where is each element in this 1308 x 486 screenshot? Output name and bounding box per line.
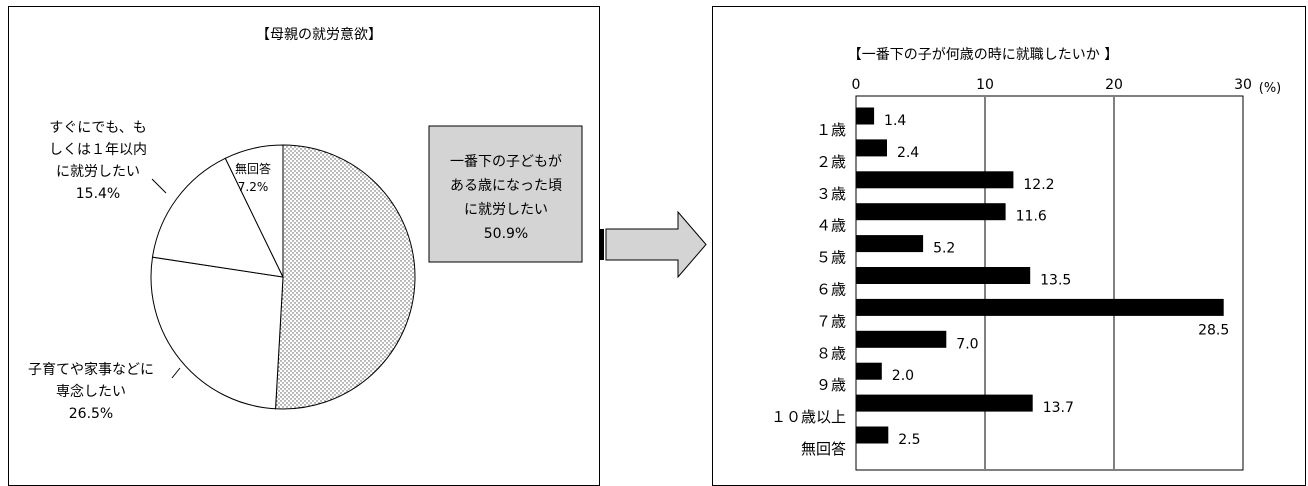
y-category-label: ４歳 — [816, 217, 846, 235]
pie-label-text: に就労したい — [56, 164, 140, 180]
callout-box — [428, 125, 583, 263]
bar — [856, 139, 887, 157]
pie-slice — [275, 144, 416, 410]
y-category-label: ３歳 — [816, 185, 846, 203]
bar-value-label: 5.2 — [933, 241, 955, 257]
arrow-icon — [600, 210, 707, 279]
y-category-label: ２歳 — [816, 153, 846, 171]
pie-label-text: ある歳になった頃 — [450, 178, 562, 194]
bar — [856, 330, 947, 348]
y-category-label: １歳 — [816, 121, 846, 139]
pie-chart-title: 【母親の就労意欲】 — [256, 27, 382, 43]
leader-line — [171, 367, 181, 379]
bar-value-label: 2.0 — [892, 368, 914, 384]
bar-value-label: 7.0 — [956, 336, 978, 352]
pie-labels: 一番下の子どもがある歳になった頃に就労したい50.9%子育てや家事などに専念した… — [28, 120, 583, 422]
leader-line — [151, 178, 167, 194]
y-category-label: ９歳 — [816, 376, 846, 394]
bar-value-label: 13.5 — [1040, 273, 1071, 289]
y-category-label: ６歳 — [816, 281, 846, 299]
bar — [856, 267, 1031, 284]
pie-label-text: に就労したい — [464, 202, 548, 218]
bar — [856, 203, 1006, 221]
bar-value-label: 11.6 — [1016, 209, 1047, 225]
bar-value-label: 2.5 — [898, 432, 920, 448]
bar — [856, 107, 875, 125]
bar-value-label: 13.7 — [1043, 400, 1074, 416]
unit-label: (%) — [1259, 81, 1282, 96]
bar — [856, 171, 1014, 189]
y-category-label: ５歳 — [816, 249, 846, 267]
pie-label-text: 子育てや家事などに — [28, 361, 154, 378]
bar — [856, 298, 1224, 316]
bar-chart-title: 【一番下の子が何歳の時に就職したいか 】 — [847, 47, 1119, 63]
bar — [856, 362, 882, 380]
bar-value-label: 12.2 — [1023, 177, 1054, 193]
pie-slice — [150, 256, 284, 410]
y-category-label: ８歳 — [816, 344, 846, 362]
pie-label-text: 専念したい — [56, 383, 126, 400]
pie-label-text: 15.4% — [76, 186, 120, 202]
bar-value-label: 28.5 — [1198, 322, 1229, 338]
x-tick-label: 30 — [1234, 77, 1252, 93]
y-category-label: 無回答 — [801, 440, 846, 458]
bar-value-label: 2.4 — [897, 145, 919, 161]
bar-value-label: 1.4 — [884, 113, 906, 129]
pie-slice — [151, 157, 284, 278]
bar — [856, 235, 924, 253]
x-tick-label: 10 — [976, 77, 994, 93]
pie-chart — [150, 144, 416, 410]
x-tick-label: 20 — [1105, 77, 1123, 93]
x-tick-label: 0 — [852, 77, 861, 93]
pie-label-text: 無回答 — [235, 161, 271, 176]
bar — [856, 426, 889, 444]
pie-label-text: 50.9% — [484, 226, 528, 242]
bar — [856, 394, 1033, 412]
pie-label-text: 26.5% — [69, 406, 113, 422]
y-category-label: ７歳 — [816, 312, 846, 330]
pie-slice — [224, 144, 284, 278]
pie-label-text: すぐにでも、も — [49, 120, 147, 136]
y-category-label: １０歳以上 — [771, 408, 846, 426]
pie-label-text: しくは１年以内 — [49, 142, 147, 158]
pie-label-text: 7.2% — [238, 180, 269, 194]
pie-label-text: 一番下の子どもが — [450, 154, 562, 170]
bar-chart: 1.4 １歳 2.4 ２歳 12.2 ３歳 11.6 ４歳 5.2 ５歳 13.5 ６歳 28.5 ７歳 7… — [771, 107, 1229, 458]
